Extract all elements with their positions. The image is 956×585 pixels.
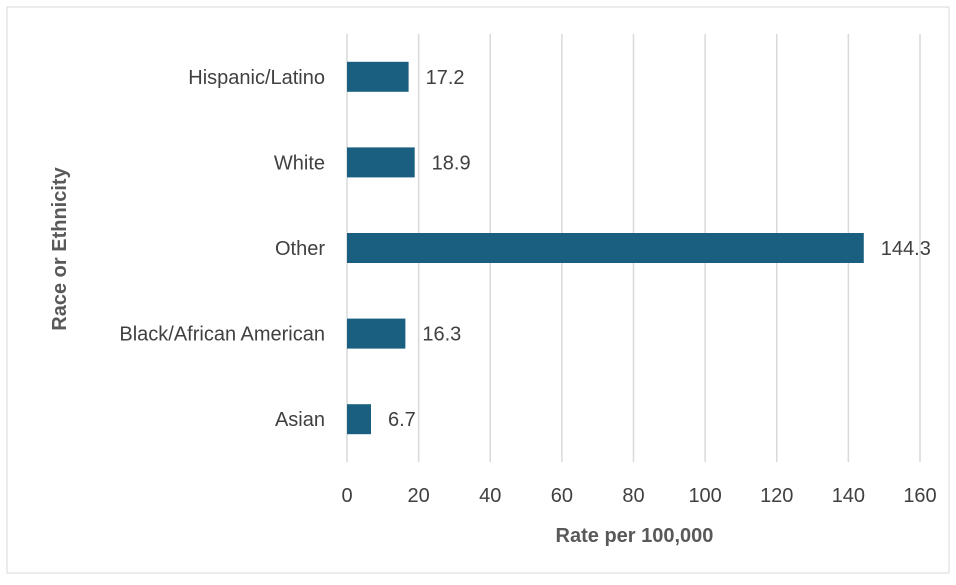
category-label: White: [274, 152, 325, 174]
x-tick-label: 20: [408, 485, 430, 507]
x-tick-label: 100: [688, 485, 721, 507]
x-tick-label: 160: [903, 485, 936, 507]
data-label: 18.9: [432, 152, 471, 174]
data-label: 17.2: [426, 67, 465, 89]
x-tick-label: 120: [760, 485, 793, 507]
bar: [347, 233, 864, 263]
category-label: Hispanic/Latino: [188, 67, 325, 89]
bar: [347, 61, 409, 92]
x-tick-label: 40: [479, 485, 501, 507]
y-axis-title: Race or Ethnicity: [49, 166, 71, 330]
data-labels: 17.2 18.9 144.3 16.3 6.7: [388, 67, 931, 431]
category-label: Asian: [275, 409, 325, 431]
x-tick-label: 0: [341, 485, 352, 507]
category-label: Other: [275, 238, 325, 260]
chart-frame: [6, 6, 950, 574]
x-tick-label: 60: [551, 485, 573, 507]
x-tick-label: 140: [832, 485, 865, 507]
data-label: 6.7: [388, 409, 416, 431]
data-label: 16.3: [422, 324, 461, 346]
category-labels: Hispanic/Latino White Other Black/African A…: [119, 67, 325, 431]
bars: [347, 61, 864, 435]
bar: [347, 147, 415, 178]
x-tick-label: 80: [622, 485, 644, 507]
category-label: Black/African American: [119, 324, 325, 346]
bar: [347, 318, 406, 349]
x-tick-labels: 0 20 40 60 80 100 120 140 160: [341, 485, 936, 507]
x-axis-title: Rate per 100,000: [556, 525, 714, 547]
data-label: 144.3: [881, 238, 931, 260]
bar: [347, 404, 371, 435]
